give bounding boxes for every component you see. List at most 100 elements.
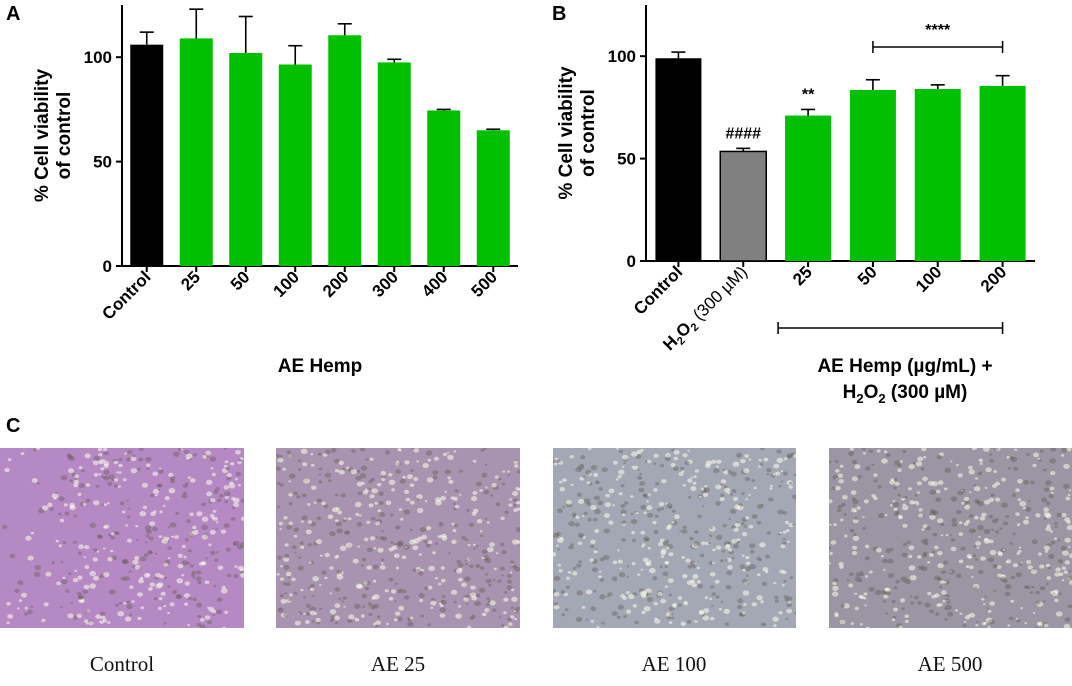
cell-speck: [162, 504, 166, 507]
cell-speck: [950, 546, 957, 552]
cell-speck: [298, 468, 302, 471]
cell-speck: [774, 599, 779, 603]
cell-speck: [1023, 585, 1028, 589]
cell-speck: [158, 597, 163, 601]
cell-speck: [1066, 524, 1072, 531]
cell-speck: [393, 553, 400, 558]
cell-speck: [187, 476, 191, 479]
bar-h2o2-300-m: [719, 150, 767, 262]
cell-speck: [132, 454, 136, 458]
cell-speck: [661, 479, 667, 484]
cell-speck: [421, 568, 425, 572]
cell-speck: [1044, 550, 1049, 553]
cell-speck: [639, 472, 643, 476]
cell-speck: [705, 541, 710, 546]
cell-speck: [745, 555, 750, 560]
cell-speck: [171, 535, 175, 538]
cell-speck: [511, 596, 518, 602]
cell-speck: [137, 592, 143, 597]
cell-speck: [291, 577, 296, 582]
cell-speck: [184, 581, 190, 586]
cell-speck: [399, 588, 402, 591]
bar-50: [849, 89, 896, 261]
cell-speck: [168, 472, 174, 478]
x-tick-label-50: 50: [227, 267, 254, 294]
cell-speck: [485, 578, 492, 584]
cell-speck: [608, 488, 615, 494]
cell-speck: [282, 467, 286, 471]
cell-speck: [917, 565, 924, 570]
x-axis-label-line2: H2O2 (300 µM): [843, 382, 968, 406]
cell-speck: [671, 616, 675, 620]
cell-speck: [402, 475, 406, 479]
cell-speck: [1061, 579, 1065, 582]
cell-speck: [126, 603, 133, 610]
cell-speck: [921, 539, 927, 544]
cell-speck: [110, 536, 115, 540]
cell-speck: [427, 585, 433, 590]
cell-speck: [145, 456, 152, 462]
cell-speck: [621, 454, 629, 460]
cell-speck: [941, 590, 947, 596]
cell-speck: [438, 522, 444, 527]
bar-control: [130, 44, 164, 267]
cell-speck: [871, 463, 875, 466]
cell-speck: [565, 585, 570, 589]
cell-speck: [665, 525, 672, 530]
cell-speck: [1060, 454, 1065, 457]
cell-speck: [157, 582, 164, 587]
cell-speck: [189, 512, 194, 517]
cell-speck: [114, 478, 119, 482]
cell-speck: [868, 586, 875, 592]
cell-speck: [358, 514, 362, 517]
cell-speck: [493, 567, 497, 571]
cell-speck: [711, 459, 717, 464]
cell-speck: [62, 541, 67, 544]
cell-speck: [727, 565, 733, 570]
cell-speck: [713, 468, 720, 474]
cell-speck: [931, 594, 937, 599]
cell-speck: [890, 547, 894, 551]
cell-speck: [909, 575, 917, 581]
cell-speck: [553, 604, 560, 610]
cell-speck: [190, 478, 196, 483]
cell-speck: [295, 495, 301, 499]
cell-speck: [987, 557, 995, 563]
cell-speck: [914, 595, 919, 600]
cell-speck: [1058, 572, 1064, 577]
cell-speck: [666, 615, 672, 620]
cell-speck: [279, 483, 284, 487]
cell-speck: [1053, 537, 1058, 540]
cell-speck: [1032, 463, 1037, 468]
cell-speck: [139, 556, 147, 562]
cell-speck: [697, 514, 702, 519]
cell-speck: [300, 588, 304, 592]
cell-speck: [69, 505, 76, 511]
cell-speck: [184, 538, 189, 542]
cell-speck: [601, 467, 608, 473]
cell-speck: [895, 510, 900, 515]
cell-speck: [1005, 561, 1009, 564]
cell-speck: [659, 538, 665, 543]
cell-speck: [653, 529, 659, 534]
y-tick-label: 0: [627, 252, 636, 271]
cell-speck: [557, 508, 563, 514]
cell-speck: [557, 459, 561, 463]
cell-speck: [103, 469, 110, 475]
cell-speck: [226, 473, 232, 478]
cell-speck: [782, 530, 787, 534]
cell-speck: [486, 521, 490, 524]
cell-speck: [1062, 550, 1069, 556]
cell-speck: [323, 504, 329, 509]
cell-speck: [481, 612, 487, 617]
cell-speck: [147, 586, 153, 591]
cell-speck: [403, 544, 410, 550]
cell-speck: [932, 510, 939, 516]
cell-speck: [224, 610, 229, 614]
cell-speck: [202, 455, 207, 459]
cell-speck: [1019, 501, 1027, 507]
cell-speck: [642, 493, 649, 499]
cell-speck: [590, 619, 595, 623]
cell-speck: [592, 517, 598, 522]
cell-speck: [1001, 477, 1006, 482]
